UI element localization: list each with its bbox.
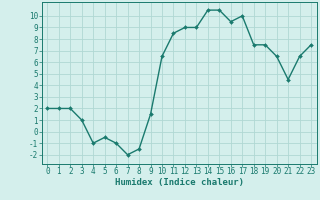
X-axis label: Humidex (Indice chaleur): Humidex (Indice chaleur) (115, 178, 244, 187)
